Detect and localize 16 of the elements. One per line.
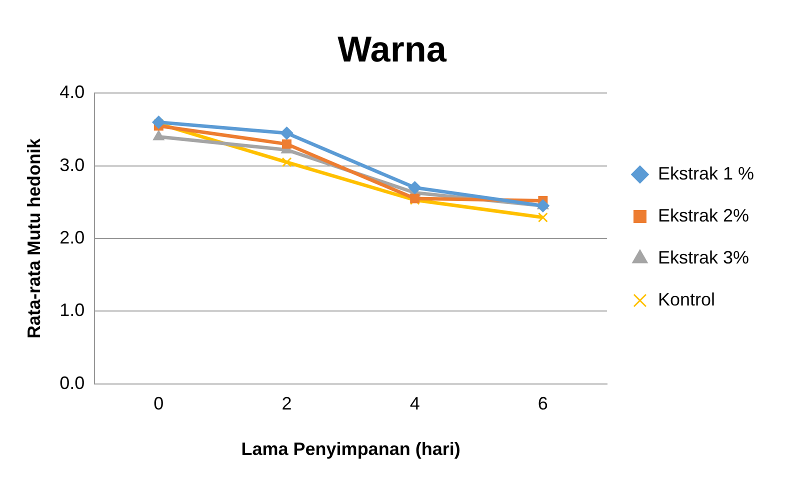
y-tick-label: 1.0 (60, 300, 85, 320)
y-axis-title: Rata-rata Mutu hedonik (24, 138, 44, 339)
legend-label: Ekstrak 3% (658, 247, 749, 268)
y-tick-label: 3.0 (60, 154, 85, 175)
legend-label: Kontrol (658, 289, 716, 310)
x-tick-label: 4 (410, 394, 420, 414)
x-axis-title: Lama Penyimpanan (hari) (241, 439, 460, 460)
y-tick-label: 0.0 (60, 372, 85, 393)
y-tick-label: 4.0 (60, 82, 85, 102)
chart-title: Warna (338, 28, 448, 70)
legend-label: Ekstrak 1 % (658, 163, 754, 184)
legend-label: Ekstrak 2% (658, 205, 749, 226)
x-tick-label: 6 (538, 394, 548, 414)
x-tick-label: 2 (282, 394, 292, 414)
y-tick-label: 2.0 (60, 227, 85, 248)
x-tick-label: 0 (154, 394, 164, 414)
